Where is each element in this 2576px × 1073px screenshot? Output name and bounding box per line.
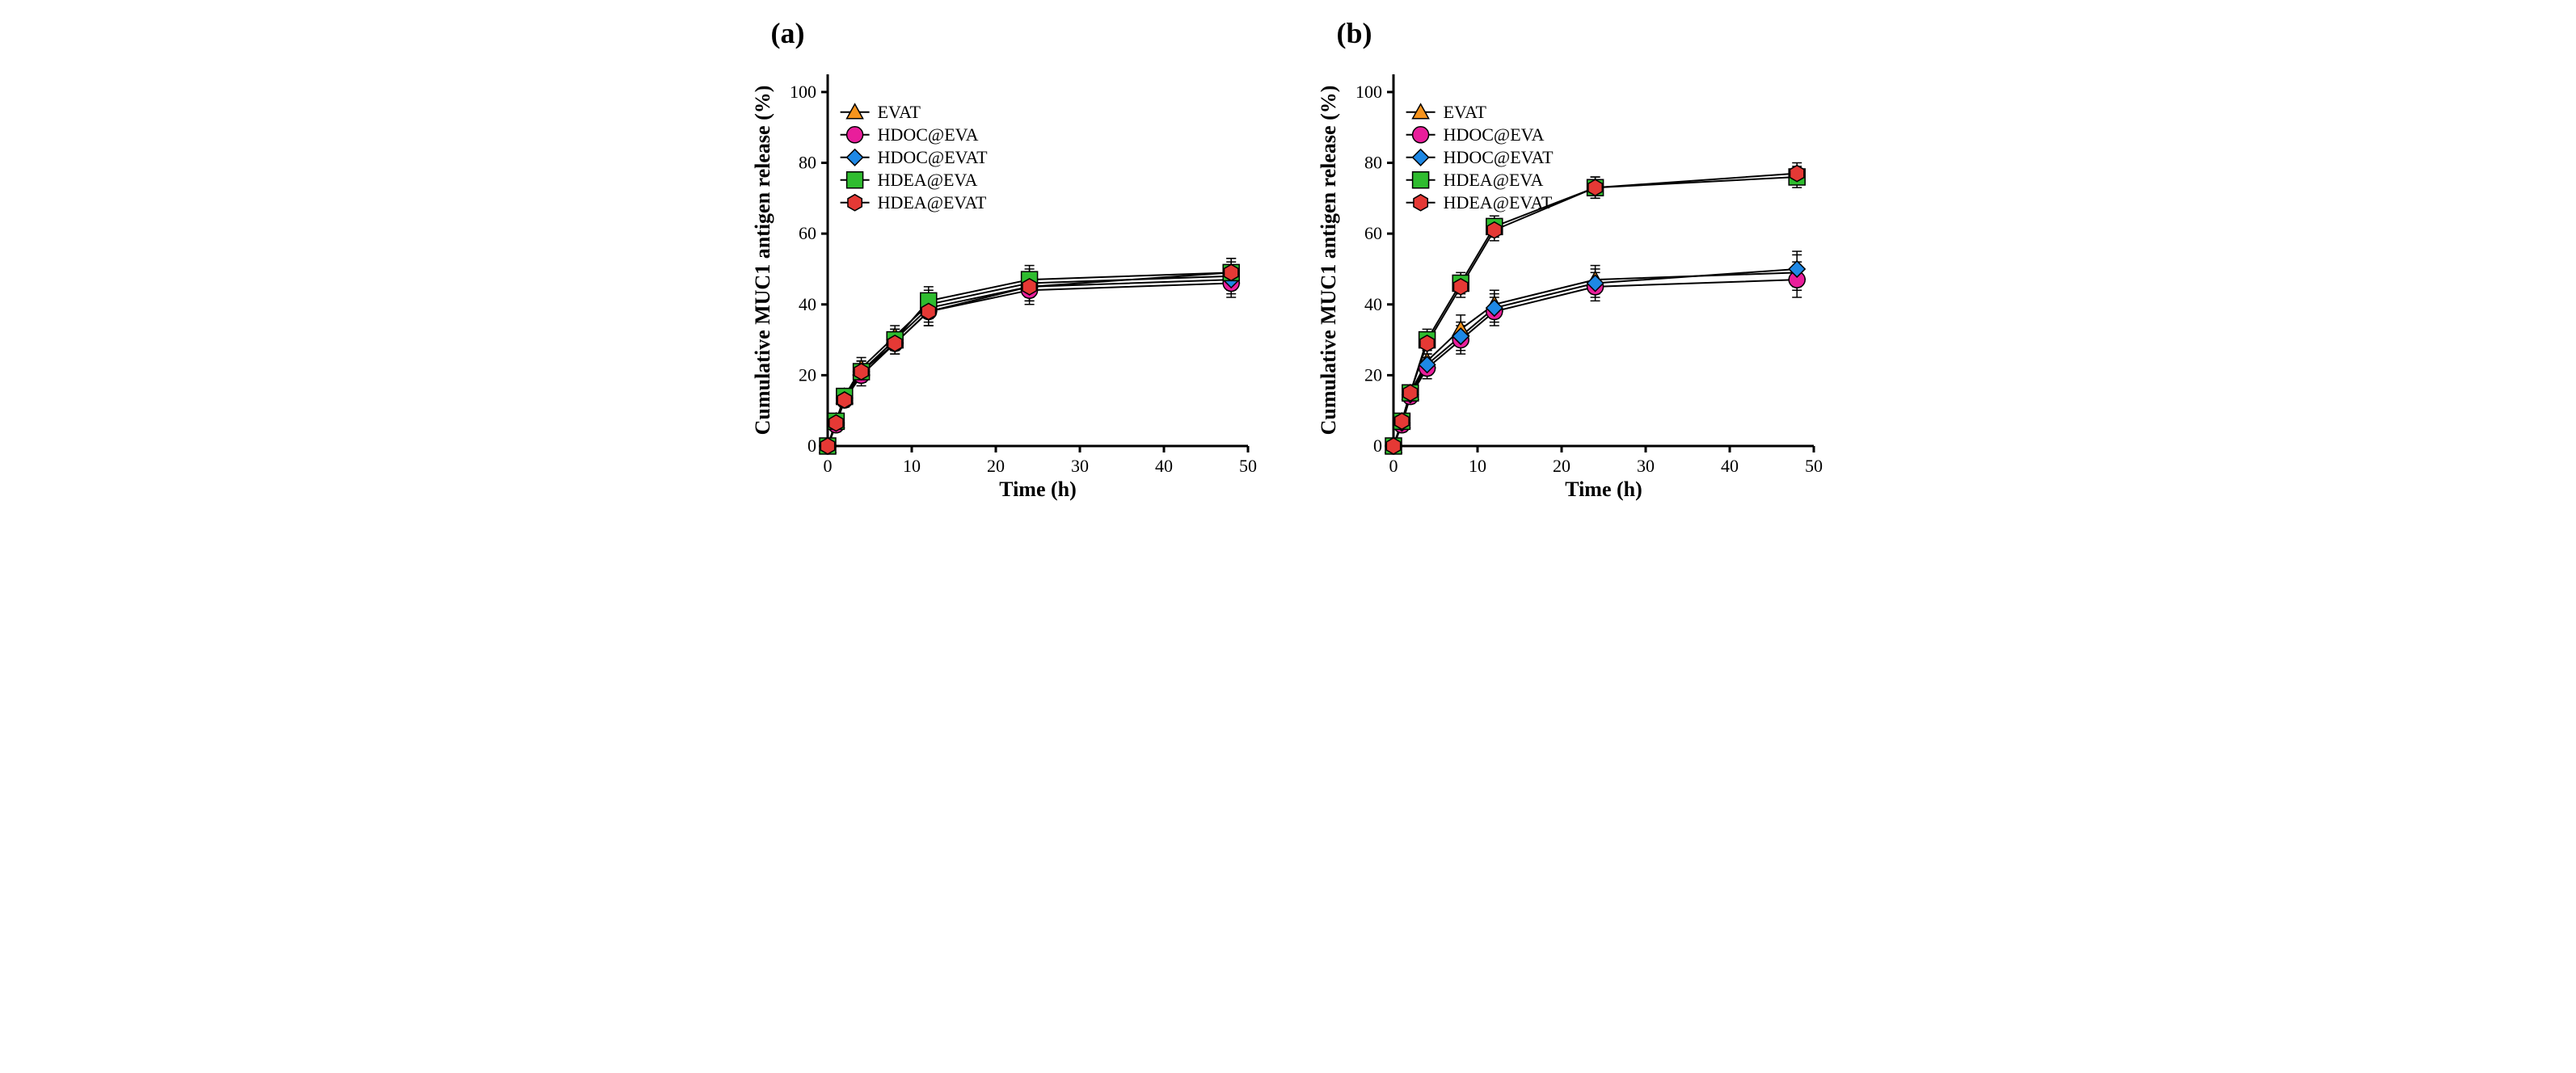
y-tick-label: 40 — [799, 294, 816, 314]
legend-marker — [1412, 172, 1428, 188]
chart-area-a: 0 10 20 30 40 50 0 20 40 60 80 100 Time (h) Cumulativ… — [747, 58, 1264, 511]
x-tick-label: 30 — [1637, 456, 1655, 476]
legend-marker — [846, 127, 862, 143]
series-marker — [1403, 385, 1417, 401]
series-marker — [1022, 279, 1035, 295]
series-marker — [1394, 413, 1408, 429]
y-tick-label: 40 — [1364, 294, 1382, 314]
y-tick-label: 0 — [1373, 436, 1382, 456]
y-tick-label: 80 — [799, 153, 816, 173]
series-marker — [1419, 335, 1433, 351]
panel-a: (a) 0 10 20 30 40 50 0 20 40 60 80 100 Time (h) Cumul… — [747, 16, 1264, 511]
figure-container: (a) 01020304050020406080100Time (h)Cumul… — [16, 16, 2560, 511]
legend-label: HDOC@EVA — [1443, 124, 1544, 145]
series-marker — [1587, 179, 1601, 196]
x-tick-label: 10 — [1469, 456, 1486, 476]
series-marker — [1224, 264, 1237, 280]
legend-label: HDEA@EVA — [877, 170, 977, 190]
legend-marker — [846, 172, 862, 188]
y-tick-label: 0 — [807, 436, 816, 456]
series-marker — [921, 304, 935, 320]
chart-svg-a: 0 10 20 30 40 50 0 20 40 60 80 100 Time (h) Cumulativ… — [747, 58, 1264, 511]
legend-marker — [1413, 195, 1427, 211]
x-tick-label: 0 — [823, 456, 832, 476]
y-tick-label: 60 — [799, 223, 816, 243]
y-tick-label: 20 — [799, 364, 816, 385]
legend-label: HDEA@EVA — [1443, 170, 1543, 190]
y-tick-label: 20 — [1364, 364, 1382, 385]
x-tick-label: 10 — [903, 456, 921, 476]
legend-label: HDOC@EVA — [877, 124, 978, 145]
x-tick-label: 50 — [1805, 456, 1823, 476]
series-marker — [1453, 279, 1467, 295]
x-tick-label: 40 — [1155, 456, 1173, 476]
chart-svg-b: 0 10 20 30 40 50 0 20 40 60 80 100 Time (h) Cumulativ… — [1313, 58, 1830, 511]
legend-label: HDEA@EVAT — [1443, 192, 1552, 212]
legend-label: HDOC@EVAT — [1443, 147, 1554, 167]
legend-label: EVAT — [877, 102, 921, 122]
series-marker — [828, 415, 842, 431]
x-tick-label: 20 — [1553, 456, 1570, 476]
series-marker — [1386, 438, 1400, 454]
x-tick-label: 40 — [1721, 456, 1739, 476]
series-marker — [1487, 222, 1501, 238]
legend-label: EVAT — [1443, 102, 1486, 122]
legend-label: HDEA@EVAT — [877, 192, 986, 212]
legend-label: HDOC@EVAT — [877, 147, 988, 167]
y-tick-label: 60 — [1364, 223, 1382, 243]
panel-b: (b) 0 10 20 30 40 50 0 20 40 60 80 100 Time (h) Cumul… — [1313, 16, 1830, 511]
legend-marker — [1412, 127, 1428, 143]
y-tick-label: 100 — [790, 82, 816, 102]
y-tick-label: 80 — [1364, 153, 1382, 173]
x-tick-label: 50 — [1239, 456, 1257, 476]
legend-marker — [847, 195, 861, 211]
x-tick-label: 30 — [1071, 456, 1089, 476]
series-marker — [854, 364, 867, 380]
x-axis-label: Time (h) — [1565, 478, 1642, 501]
panel-label-b: (b) — [1337, 16, 1372, 50]
series-marker — [820, 438, 834, 454]
x-tick-label: 20 — [987, 456, 1005, 476]
y-axis-label: Cumulative MUC1 antigen release (%) — [751, 86, 774, 436]
x-axis-label: Time (h) — [999, 478, 1077, 501]
panel-label-a: (a) — [771, 16, 805, 50]
chart-area-b: 0 10 20 30 40 50 0 20 40 60 80 100 Time (h) Cumulativ… — [1313, 58, 1830, 511]
series-marker — [837, 392, 851, 408]
y-axis-label: Cumulative MUC1 antigen release (%) — [1317, 86, 1340, 436]
series-marker — [1790, 166, 1803, 182]
series-marker — [887, 335, 901, 351]
x-tick-label: 0 — [1389, 456, 1398, 476]
y-tick-label: 100 — [1355, 82, 1382, 102]
